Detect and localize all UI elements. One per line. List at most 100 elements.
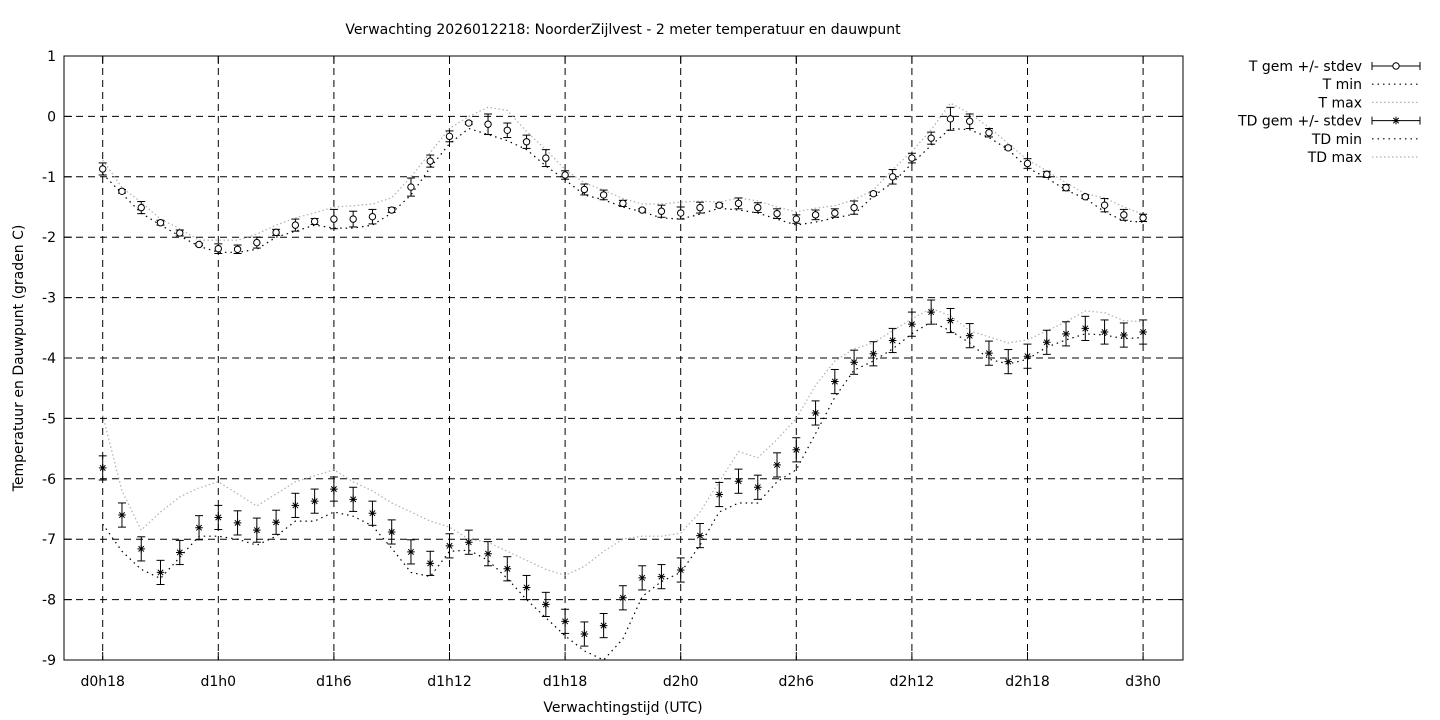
legend-label: TD min	[1311, 132, 1362, 148]
t-mean-point	[638, 206, 646, 214]
td-mean-point	[272, 518, 280, 527]
td-mean-point	[965, 331, 974, 340]
td-mean-point	[1023, 352, 1032, 360]
td-mean-point	[927, 308, 935, 316]
td-mean-point	[214, 513, 223, 522]
legend-label: T gem +/- stdev	[1248, 59, 1362, 75]
t-mean-point	[156, 219, 165, 227]
td-mean-point	[734, 477, 743, 486]
td-mean-point	[542, 600, 550, 609]
t-mean-point	[349, 215, 357, 223]
x-tick-label: d1h0	[201, 674, 237, 690]
td-mean-point	[850, 358, 858, 367]
t-mean-point	[1062, 183, 1070, 192]
t-mean-point	[599, 191, 608, 199]
y-axis-label: Temperatuur en Dauwpunt (graden C)	[11, 225, 27, 493]
y-tick-label: -3	[42, 291, 56, 307]
td-mean-point	[464, 538, 473, 547]
td-mean-point	[599, 621, 608, 630]
chart-title: Verwachting 2026012218: NoorderZijlvest …	[345, 22, 901, 38]
td-mean-point	[657, 572, 666, 581]
legend-circle-marker	[1392, 62, 1400, 70]
t-mean-point	[908, 154, 916, 162]
t-mean-point	[1100, 201, 1109, 209]
t-mean-point	[619, 199, 627, 208]
legend-label: T min	[1322, 77, 1362, 93]
x-tick-label: d0h18	[80, 674, 124, 690]
t-mean-point	[677, 209, 685, 217]
t-mean-point	[946, 115, 955, 123]
t-mean-point	[99, 165, 107, 173]
td-mean-point	[484, 549, 492, 558]
t-mean-point	[253, 238, 261, 247]
t-mean-point	[542, 154, 550, 162]
t-mean-point	[580, 185, 589, 194]
y-tick-label: -6	[42, 472, 56, 488]
y-tick-label: -5	[42, 411, 56, 427]
td-mean-point	[137, 545, 146, 553]
x-tick-label: d2h6	[779, 674, 815, 690]
t-mean-point	[888, 173, 897, 181]
td-mean-point	[831, 377, 839, 386]
td-mean-point	[156, 568, 165, 577]
td-mean-point	[753, 483, 762, 492]
td-mean-point	[195, 523, 203, 532]
t-mean-point	[715, 201, 723, 209]
td-mean-point	[1062, 330, 1070, 338]
legend-label: T max	[1317, 95, 1362, 111]
t-mean-point	[484, 120, 492, 128]
series-line-t-max	[102, 102, 1144, 241]
y-tick-label: -8	[42, 593, 56, 609]
x-axis-label: Verwachtingstijd (UTC)	[543, 700, 702, 716]
x-tick-label: d3h0	[1125, 674, 1161, 690]
t-mean-point	[137, 203, 145, 212]
y-tick-label: -2	[42, 230, 56, 246]
td-mean-point	[98, 464, 107, 472]
t-mean-point	[1139, 214, 1147, 222]
y-tick-label: -4	[42, 351, 56, 367]
td-mean-point	[985, 349, 993, 357]
y-tick-label: 0	[47, 109, 56, 125]
t-mean-point	[465, 119, 473, 127]
td-mean-point	[946, 316, 955, 325]
td-mean-point	[522, 583, 531, 592]
y-tick-label: -7	[42, 532, 56, 548]
td-mean-point	[349, 495, 357, 504]
t-mean-point	[233, 245, 242, 253]
tick-layer: d0h18 d1h0 d1h6 d1h12 d1h18 d2h0 d2h6 d2h12 d2h1…	[42, 49, 1183, 690]
t-mean-point	[1004, 144, 1012, 152]
y-tick-label: -1	[42, 170, 56, 186]
t-mean-point	[272, 228, 280, 237]
t-mean-point	[176, 229, 184, 237]
td-mean-point	[908, 320, 916, 328]
t-mean-point	[927, 134, 935, 142]
t-mean-point	[1043, 170, 1051, 179]
td-mean-point	[368, 509, 377, 518]
t-mean-point	[407, 183, 415, 191]
t-mean-point	[734, 199, 743, 208]
t-mean-point	[388, 206, 396, 214]
td-mean-point	[1100, 328, 1109, 336]
t-mean-point	[696, 203, 704, 212]
t-mean-point	[869, 190, 878, 198]
td-mean-point	[407, 548, 415, 556]
td-mean-point	[175, 548, 184, 557]
td-mean-point	[619, 593, 627, 602]
legend-star-marker	[1392, 116, 1400, 125]
td-mean-point	[696, 531, 704, 540]
td-mean-point	[811, 409, 820, 417]
t-mean-point	[503, 126, 511, 134]
td-mean-point	[426, 559, 435, 568]
td-mean-point	[310, 497, 319, 505]
td-mean-point	[1081, 324, 1090, 333]
td-mean-point	[888, 336, 897, 345]
x-tick-label: d1h12	[427, 674, 471, 690]
td-mean-point	[715, 490, 724, 499]
td-mean-point	[503, 564, 512, 573]
t-mean-point	[214, 244, 223, 253]
t-mean-point	[831, 209, 839, 217]
td-mean-point	[676, 566, 685, 574]
t-mean-point	[792, 215, 800, 223]
t-mean-point	[561, 171, 569, 179]
